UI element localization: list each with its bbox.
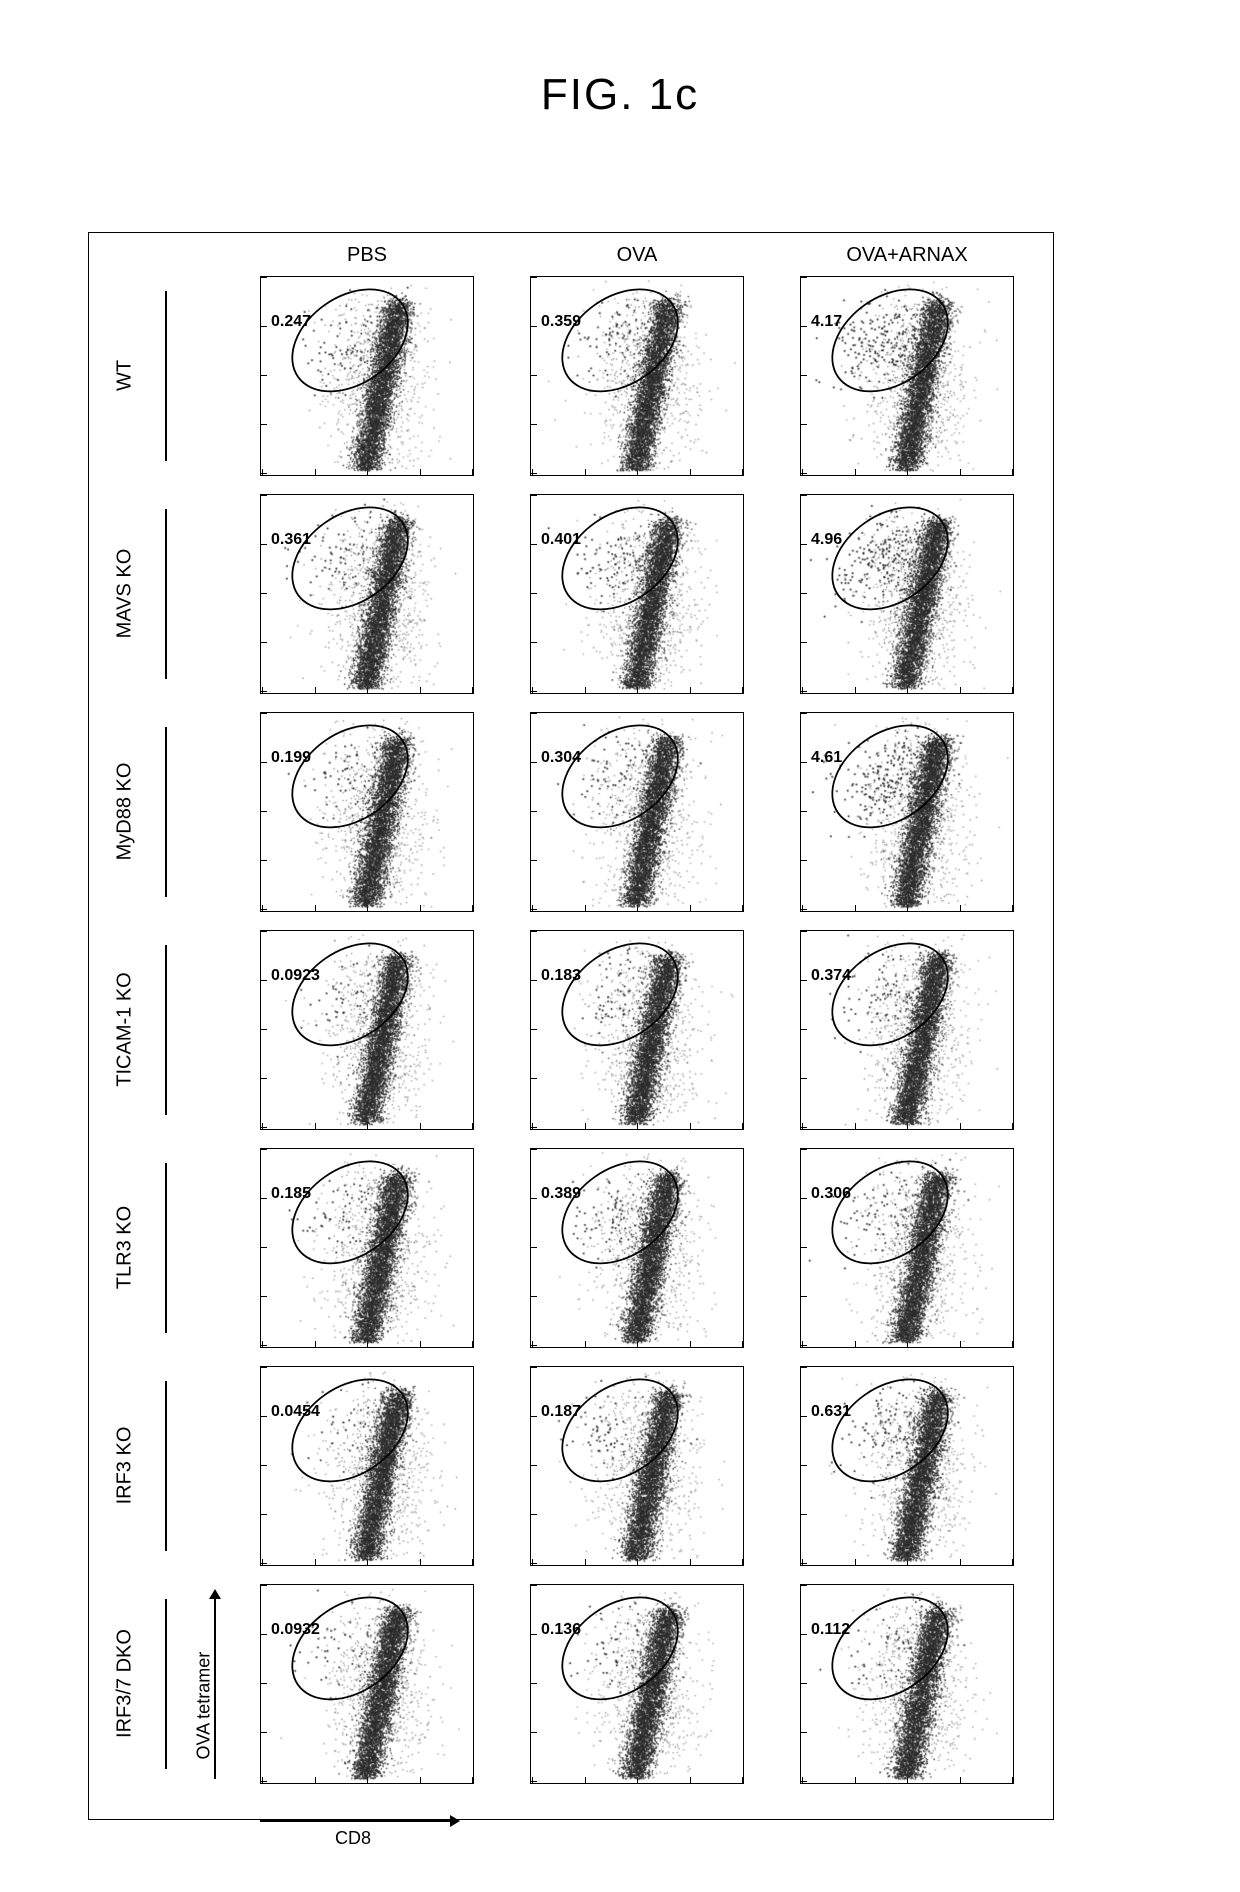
- gate-percentage: 0.199: [271, 749, 311, 767]
- y-axis-label: OVA tetramer: [194, 1620, 215, 1760]
- gate-percentage: 0.401: [541, 531, 581, 549]
- facs-panel: 0.112: [800, 1584, 1014, 1784]
- scatter-plot: [261, 1367, 473, 1565]
- x-axis-arrow: [260, 1820, 450, 1822]
- facs-panel: 0.187: [530, 1366, 744, 1566]
- column-header: OVA: [530, 244, 744, 267]
- page-root: FIG. 1c PBS OVA OVA+ARNAX WT 0.247 0.359 4.17 M…: [0, 0, 1240, 1892]
- gate-percentage: 0.361: [271, 531, 311, 549]
- row-label-line: [165, 945, 167, 1115]
- gate-percentage: 4.61: [811, 749, 842, 767]
- row-label: TICAM-1 KO: [114, 950, 137, 1110]
- scatter-plot: [261, 277, 473, 475]
- row-label-line: [165, 509, 167, 679]
- gate-percentage: 0.389: [541, 1185, 581, 1203]
- scatter-plot: [261, 495, 473, 693]
- scatter-plot: [261, 713, 473, 911]
- facs-panel: 0.0932: [260, 1584, 474, 1784]
- row-label: MAVS KO: [114, 514, 137, 674]
- facs-panel: 4.61: [800, 712, 1014, 912]
- facs-panel: 0.199: [260, 712, 474, 912]
- facs-panel: 4.17: [800, 276, 1014, 476]
- x-axis-label: CD8: [335, 1828, 371, 1849]
- row-label: IRF3/7 DKO: [114, 1604, 137, 1764]
- gate-percentage: 0.0932: [271, 1621, 320, 1639]
- facs-panel: 0.306: [800, 1148, 1014, 1348]
- scatter-plot: [801, 1149, 1013, 1347]
- row-label: TLR3 KO: [114, 1168, 137, 1328]
- row-label-line: [165, 1163, 167, 1333]
- facs-panel: 0.361: [260, 494, 474, 694]
- row-label: IRF3 KO: [114, 1386, 137, 1546]
- facs-panel: 0.0454: [260, 1366, 474, 1566]
- facs-panel: 4.96: [800, 494, 1014, 694]
- gate-percentage: 0.247: [271, 313, 311, 331]
- facs-panel: 0.359: [530, 276, 744, 476]
- row-label: WT: [114, 296, 137, 456]
- gate-percentage: 0.306: [811, 1185, 851, 1203]
- scatter-plot: [801, 1585, 1013, 1783]
- scatter-plot: [261, 1585, 473, 1783]
- facs-panel: 0.0923: [260, 930, 474, 1130]
- row-label: MyD88 KO: [114, 732, 137, 892]
- scatter-plot: [261, 1149, 473, 1347]
- gate-percentage: 0.187: [541, 1403, 581, 1421]
- scatter-plot: [801, 713, 1013, 911]
- gate-percentage: 0.0923: [271, 967, 320, 985]
- scatter-plot: [801, 1367, 1013, 1565]
- gate-percentage: 4.17: [811, 313, 842, 331]
- scatter-plot: [531, 713, 743, 911]
- figure-title: FIG. 1c: [0, 0, 1240, 120]
- facs-panel: 0.304: [530, 712, 744, 912]
- row-label-line: [165, 1381, 167, 1551]
- scatter-plot: [531, 931, 743, 1129]
- facs-panel: 0.183: [530, 930, 744, 1130]
- scatter-plot: [531, 1149, 743, 1347]
- facs-panel: 0.374: [800, 930, 1014, 1130]
- scatter-plot: [531, 1585, 743, 1783]
- gate-percentage: 0.112: [811, 1621, 850, 1639]
- gate-percentage: 0.374: [811, 967, 851, 985]
- row-label-line: [165, 727, 167, 897]
- gate-percentage: 0.185: [271, 1185, 311, 1203]
- scatter-plot: [801, 931, 1013, 1129]
- row-label-line: [165, 291, 167, 461]
- facs-panel: 0.247: [260, 276, 474, 476]
- scatter-plot: [531, 495, 743, 693]
- row-label-line: [165, 1599, 167, 1769]
- scatter-plot: [531, 277, 743, 475]
- scatter-plot: [801, 495, 1013, 693]
- gate-percentage: 0.0454: [271, 1403, 320, 1421]
- gate-percentage: 0.359: [541, 313, 581, 331]
- facs-panel: 0.389: [530, 1148, 744, 1348]
- scatter-plot: [531, 1367, 743, 1565]
- column-header: PBS: [260, 244, 474, 267]
- facs-panel: 0.401: [530, 494, 744, 694]
- gate-percentage: 0.631: [811, 1403, 851, 1421]
- gate-percentage: 4.96: [811, 531, 842, 549]
- gate-percentage: 0.136: [541, 1621, 581, 1639]
- scatter-plot: [801, 277, 1013, 475]
- gate-percentage: 0.304: [541, 749, 581, 767]
- facs-panel: 0.631: [800, 1366, 1014, 1566]
- facs-panel: 0.185: [260, 1148, 474, 1348]
- column-header: OVA+ARNAX: [800, 244, 1014, 267]
- facs-panel: 0.136: [530, 1584, 744, 1784]
- scatter-plot: [261, 931, 473, 1129]
- gate-percentage: 0.183: [541, 967, 581, 985]
